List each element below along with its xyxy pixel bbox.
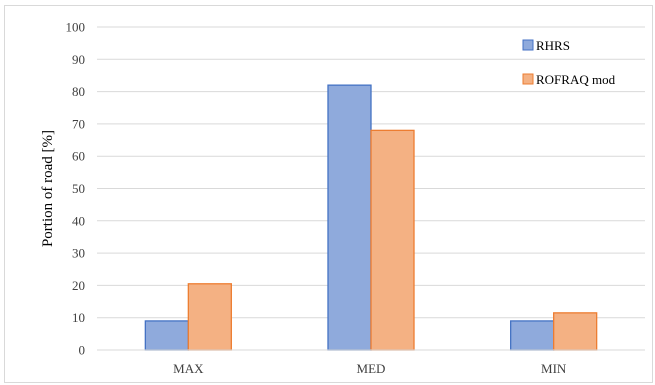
x-tick-label: MED xyxy=(357,361,386,376)
y-tick-label: 30 xyxy=(72,246,85,261)
y-axis-title: Portion of road [%] xyxy=(40,130,56,247)
bar-rhrs-med xyxy=(327,84,372,351)
bar-rhrs-min xyxy=(510,320,555,351)
y-tick-label: 100 xyxy=(66,20,86,35)
bar-rofraq-mod-med xyxy=(370,129,415,351)
y-tick-label: 0 xyxy=(79,343,86,358)
y-tick-label: 50 xyxy=(72,181,85,196)
x-tick-label: MAX xyxy=(173,361,204,376)
legend-swatch xyxy=(522,39,534,51)
y-tick-label: 90 xyxy=(72,52,85,67)
y-tick-label: 70 xyxy=(72,116,85,131)
bars xyxy=(144,84,598,351)
legend-label: RHRS xyxy=(536,38,570,53)
legend: RHRS ROFRAQ mod xyxy=(522,38,616,87)
y-tick-label: 60 xyxy=(72,149,85,164)
y-tick-label: 40 xyxy=(72,213,85,228)
y-tick-labels: 0 10 20 30 40 50 60 70 80 90 100 xyxy=(66,20,86,358)
y-tick-label: 80 xyxy=(72,84,85,99)
x-tick-labels: MAX MED MIN xyxy=(173,361,567,376)
legend-label: ROFRAQ mod xyxy=(536,72,616,87)
bar-rofraq-mod-min xyxy=(553,312,598,351)
bar-rofraq-mod-max xyxy=(187,283,232,351)
x-tick-label: MIN xyxy=(541,361,567,376)
y-tick-label: 20 xyxy=(72,278,85,293)
legend-swatch xyxy=(522,73,534,85)
bar-rhrs-max xyxy=(144,320,189,351)
y-tick-label: 10 xyxy=(72,310,85,325)
